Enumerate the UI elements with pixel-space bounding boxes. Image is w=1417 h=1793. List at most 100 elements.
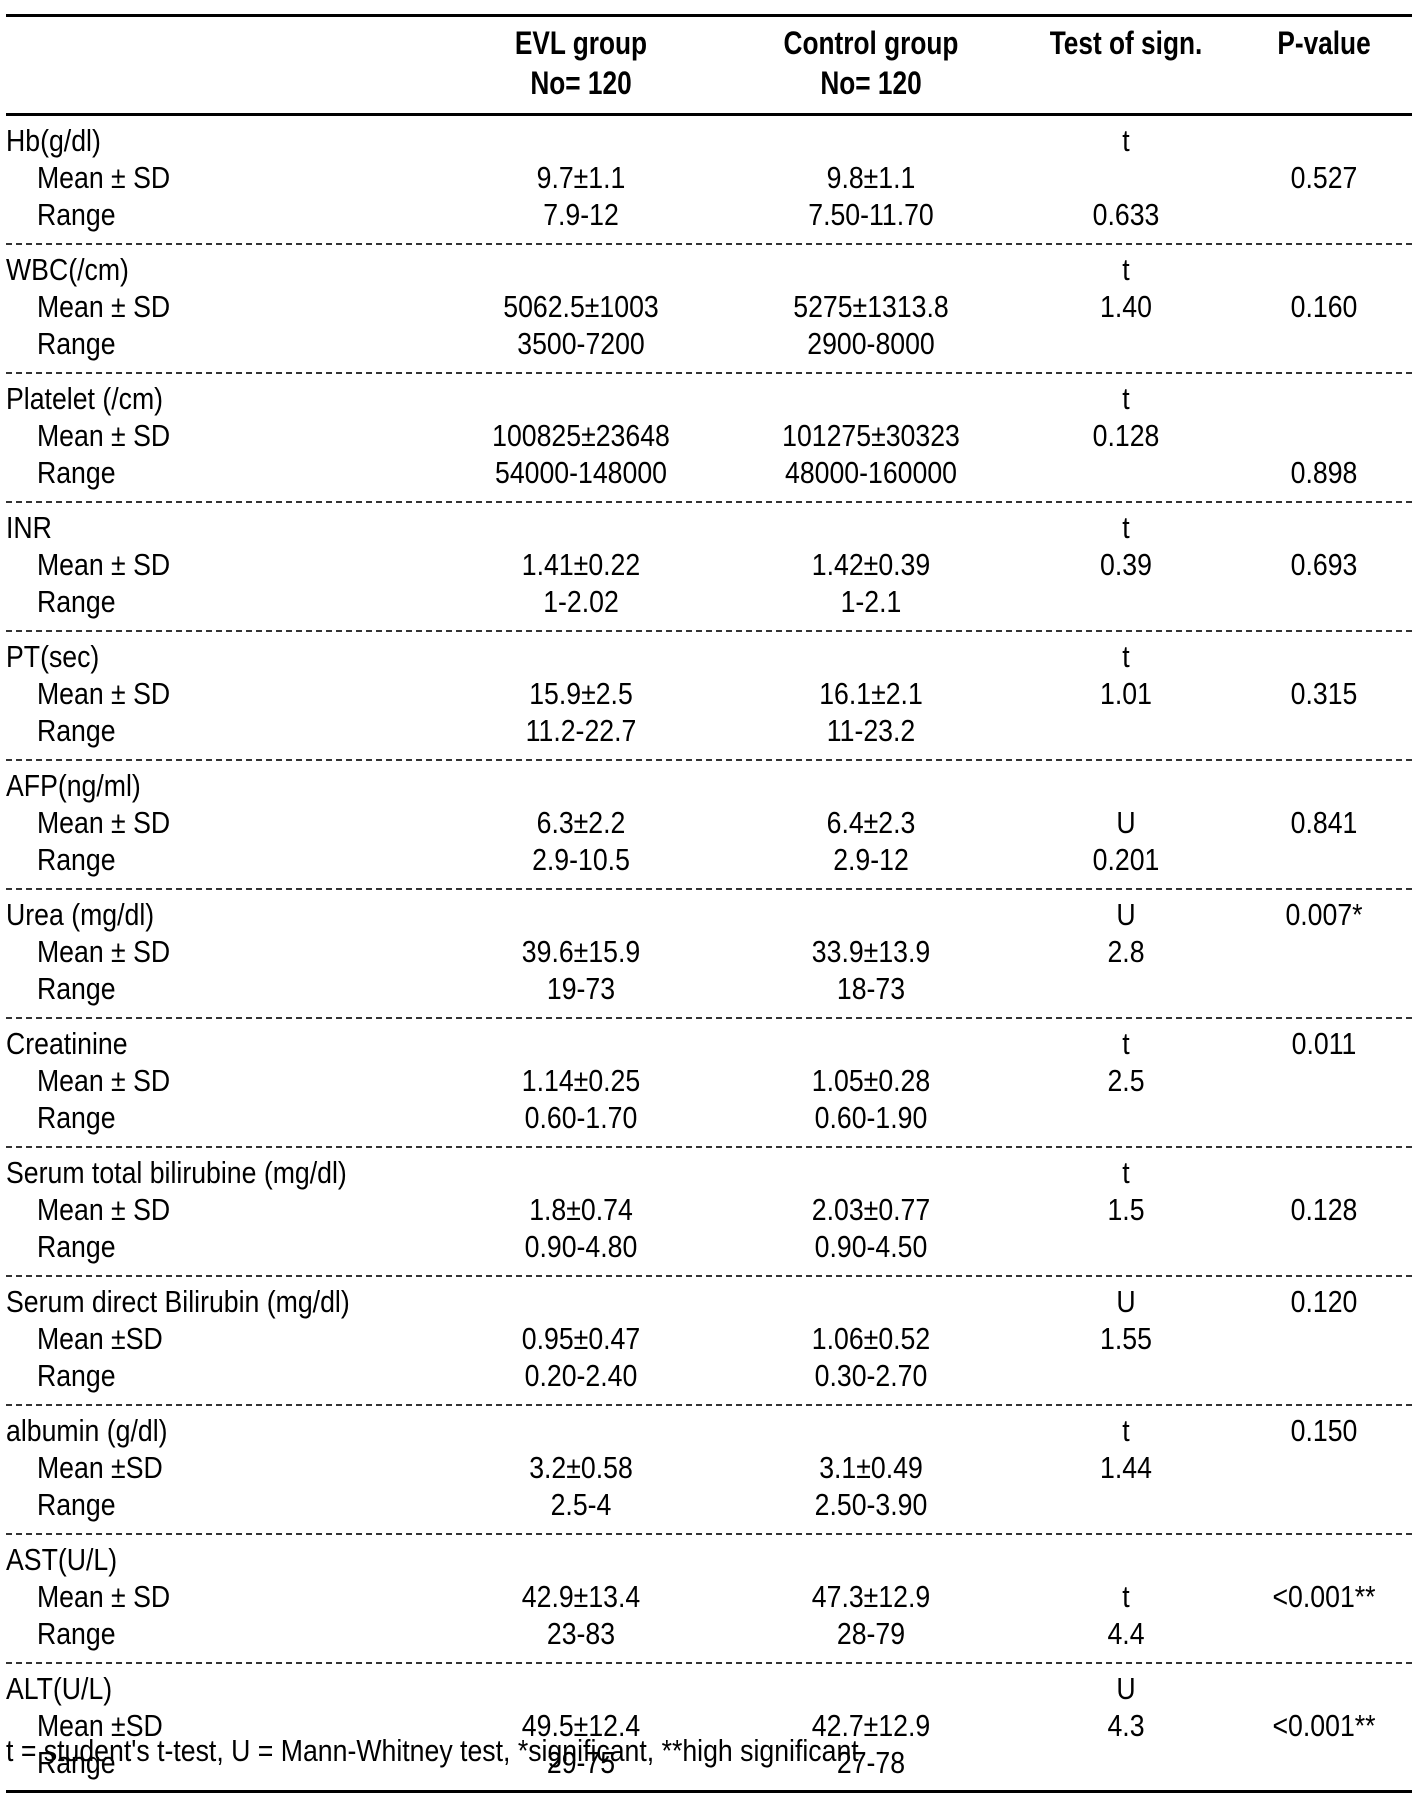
- test-value: 0.633: [1092, 196, 1160, 232]
- evl-mean-sd: 15.9±2.5: [529, 675, 633, 711]
- evl-mean-sd: 49.5±12.4: [521, 1707, 641, 1743]
- evl-range: 2.9-10.5: [532, 841, 630, 877]
- test-value: 0.128: [1092, 417, 1160, 453]
- range-label: Range: [36, 583, 116, 619]
- control-range: 28-79: [836, 1615, 906, 1651]
- test-value: 1.55: [1100, 1320, 1152, 1356]
- header-test-of-significance: Test of sign.: [1049, 25, 1203, 61]
- parameter-label: AFP(ng/ml): [6, 767, 141, 803]
- table-row: Mean ± SD 1.8±0.74 2.03±0.77 1.5 0.128: [6, 1191, 1412, 1228]
- evl-range: 54000-148000: [495, 454, 667, 490]
- evl-mean-sd: 42.9±13.4: [521, 1578, 641, 1614]
- lab-results-table: EVL group No= 120 Control group No= 120 …: [6, 14, 1412, 1793]
- table-row: PT(sec) t: [6, 638, 1412, 675]
- evl-range: 23-83: [546, 1615, 616, 1651]
- control-range: 7.50-11.70: [808, 196, 934, 232]
- test-value: 2.8: [1107, 933, 1145, 969]
- test-value: t: [1122, 509, 1130, 545]
- range-label: Range: [36, 1486, 116, 1522]
- test-value: U: [1116, 1283, 1136, 1319]
- p-value: 0.007*: [1285, 896, 1363, 932]
- evl-mean-sd: 1.8±0.74: [529, 1191, 633, 1227]
- header-control-n: No= 120: [820, 65, 922, 101]
- mean-sd-label: Mean ± SD: [36, 288, 171, 324]
- table-row: Mean ± SD 6.3±2.2 6.4±2.3 U 0.841: [6, 804, 1412, 841]
- evl-mean-sd: 1.14±0.25: [521, 1062, 641, 1098]
- test-value: U: [1116, 896, 1136, 932]
- mean-sd-label: Mean ± SD: [36, 933, 171, 969]
- range-label: Range: [36, 325, 116, 361]
- evl-range: 0.60-1.70: [524, 1099, 638, 1135]
- table-row-group: PT(sec) t Mean ± SD 15.9±2.5 16.1±2.1 1.01 0.3…: [6, 638, 1412, 761]
- header-control-group: Control group No= 120: [752, 17, 990, 103]
- table-row: Urea (mg/dl) U 0.007*: [6, 896, 1412, 933]
- control-mean-sd: 101275±30323: [782, 417, 960, 453]
- range-label: Range: [36, 1357, 116, 1393]
- evl-range: 2.5-4: [550, 1486, 612, 1522]
- p-value: 0.150: [1290, 1412, 1358, 1448]
- table-row: Mean ± SD 42.9±13.4 47.3±12.9 t <0.001**: [6, 1578, 1412, 1615]
- header-p-value: P-value: [1277, 25, 1371, 61]
- test-value: U: [1116, 804, 1136, 840]
- table-row-group: Urea (mg/dl) U 0.007* Mean ± SD 39.6±15.9 33.…: [6, 896, 1412, 1019]
- evl-range: 11.2-22.7: [525, 712, 637, 748]
- table-row: Mean ±SD 3.2±0.58 3.1±0.49 1.44: [6, 1449, 1412, 1486]
- parameter-label: PT(sec): [6, 638, 100, 674]
- control-range: 1-2.1: [840, 583, 902, 619]
- control-range: 2.9-12: [833, 841, 909, 877]
- table-row-group: albumin (g/dl) t 0.150 Mean ±SD 3.2±0.58 3.1±…: [6, 1412, 1412, 1535]
- parameter-label: Hb(g/dl): [6, 122, 101, 158]
- test-value: 2.5: [1107, 1062, 1145, 1098]
- parameter-label: Serum direct Bilirubin (mg/dl): [6, 1283, 350, 1319]
- header-rule: [6, 113, 1412, 116]
- table-row: Mean ± SD 100825±23648 101275±30323 0.128: [6, 417, 1412, 454]
- test-value: 1.01: [1100, 675, 1152, 711]
- table-row: Range 54000-148000 48000-160000 0.898: [6, 454, 1412, 491]
- range-label: Range: [36, 1615, 116, 1651]
- table-row: Mean ± SD 39.6±15.9 33.9±13.9 2.8: [6, 933, 1412, 970]
- header-parameter: [45, 17, 398, 23]
- mean-sd-label: Mean ± SD: [36, 1062, 171, 1098]
- control-range: 0.90-4.50: [814, 1228, 928, 1264]
- table-top-rule: [6, 14, 1412, 17]
- control-mean-sd: 16.1±2.1: [819, 675, 923, 711]
- test-value: 1.40: [1100, 288, 1152, 324]
- control-mean-sd: 2.03±0.77: [811, 1191, 931, 1227]
- evl-range: 0.20-2.40: [524, 1357, 638, 1393]
- test-value: t: [1122, 1154, 1130, 1190]
- parameter-label: Urea (mg/dl): [6, 896, 155, 932]
- table-row: AST(U/L): [6, 1541, 1412, 1578]
- control-range: 2.50-3.90: [814, 1486, 928, 1522]
- mean-sd-label: Mean ± SD: [36, 1578, 171, 1614]
- table-row: INR t: [6, 509, 1412, 546]
- mean-sd-label: Mean ± SD: [36, 1191, 171, 1227]
- table-header: EVL group No= 120 Control group No= 120 …: [6, 17, 1412, 113]
- test-value: 0.39: [1100, 546, 1152, 582]
- evl-range: 7.9-12: [543, 196, 619, 232]
- table-row: Range 11.2-22.7 11-23.2: [6, 712, 1412, 749]
- table-row-group: Creatinine t 0.011 Mean ± SD 1.14±0.25 1.05±0…: [6, 1025, 1412, 1148]
- evl-range: 19-73: [546, 970, 616, 1006]
- test-value: 0.201: [1092, 841, 1160, 877]
- table-row-group: AST(U/L) Mean ± SD 42.9±13.4 47.3±12.9 t <0.0…: [6, 1541, 1412, 1664]
- evl-mean-sd: 3.2±0.58: [529, 1449, 633, 1485]
- control-range: 11-23.2: [826, 712, 916, 748]
- parameter-label: Serum total bilirubine (mg/dl): [6, 1154, 347, 1190]
- evl-range: 1-2.02: [543, 583, 619, 619]
- table-row: Mean ±SD 0.95±0.47 1.06±0.52 1.55: [6, 1320, 1412, 1357]
- control-mean-sd: 42.7±12.9: [811, 1707, 931, 1743]
- range-label: Range: [36, 970, 116, 1006]
- table-row: AFP(ng/ml): [6, 767, 1412, 804]
- control-range: 0.30-2.70: [814, 1357, 928, 1393]
- parameter-label: AST(U/L): [6, 1541, 118, 1577]
- table-row-group: WBC(/cm) t Mean ± SD 5062.5±1003 5275±1313.8…: [6, 251, 1412, 374]
- test-value: t: [1122, 380, 1130, 416]
- evl-range: 0.90-4.80: [524, 1228, 638, 1264]
- range-label: Range: [36, 1099, 116, 1135]
- p-value: 0.898: [1290, 454, 1358, 490]
- p-value: <0.001**: [1272, 1578, 1376, 1614]
- control-range: 48000-160000: [785, 454, 957, 490]
- mean-sd-label: Mean ±SD: [36, 1320, 163, 1356]
- test-value: t: [1122, 638, 1130, 674]
- table-row-group: Serum direct Bilirubin (mg/dl) U 0.120 Mean…: [6, 1283, 1412, 1406]
